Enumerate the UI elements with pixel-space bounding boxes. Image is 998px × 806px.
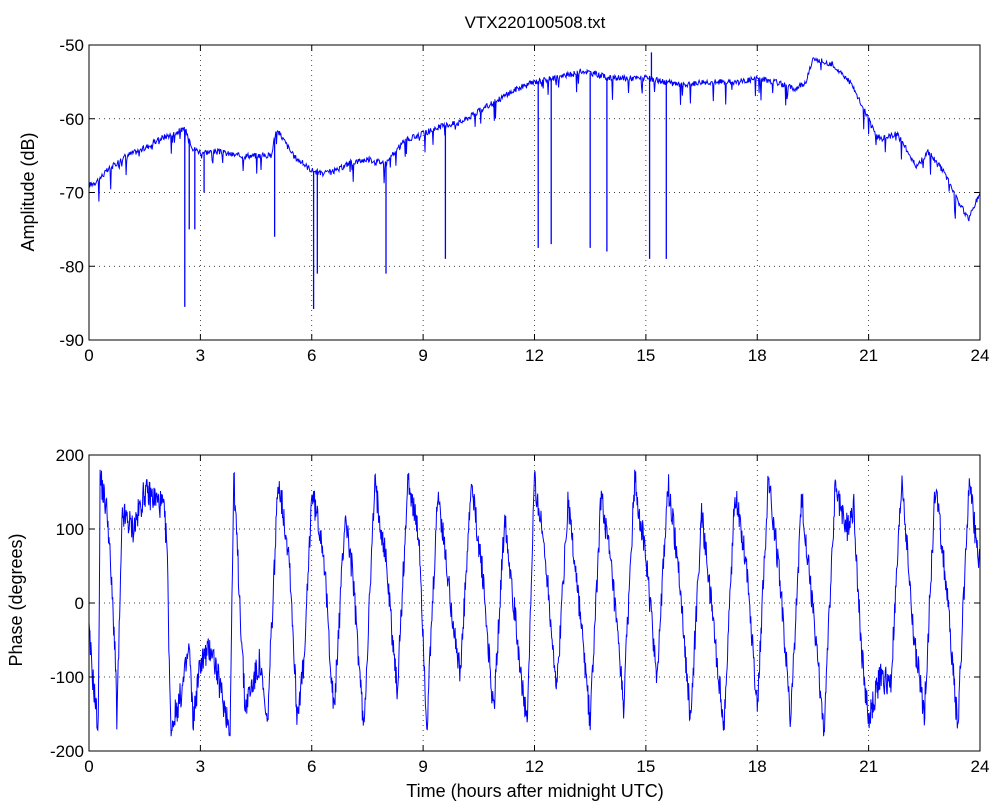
- x-tick-label: 9: [418, 346, 427, 365]
- y-tick-label: -70: [59, 184, 84, 203]
- phase-axes: 0 3 6 9 12 15 18 21 24 -200 -100 0 100 200: [50, 446, 989, 776]
- amplitude-series-line: [88, 56, 981, 222]
- x-tick-label: 0: [84, 757, 93, 776]
- phase-series-line: [88, 469, 980, 737]
- time-xlabel: Time (hours after midnight UTC): [406, 781, 663, 801]
- x-tick-label: 18: [748, 346, 767, 365]
- y-tick-label: -200: [50, 742, 84, 761]
- x-tick-label: 0: [84, 346, 93, 365]
- x-tick-label: 24: [971, 757, 990, 776]
- y-tick-label: -80: [59, 257, 84, 276]
- chart-title: VTX220100508.txt: [465, 13, 606, 32]
- x-tick-label: 21: [859, 346, 878, 365]
- y-tick-label: -90: [59, 331, 84, 350]
- y-tick-label: 0: [75, 594, 84, 613]
- y-tick-label: 100: [56, 520, 84, 539]
- y-tick-label: -100: [50, 668, 84, 687]
- x-tick-label: 21: [859, 757, 878, 776]
- x-tick-label: 12: [525, 346, 544, 365]
- y-tick-label: -50: [59, 36, 84, 55]
- x-tick-label: 18: [748, 757, 767, 776]
- x-tick-label: 6: [307, 346, 316, 365]
- y-tick-label: 200: [56, 446, 84, 465]
- amplitude-ylabel: Amplitude (dB): [18, 132, 38, 251]
- y-tick-label: -60: [59, 110, 84, 129]
- x-tick-label: 15: [636, 757, 655, 776]
- x-tick-label: 6: [307, 757, 316, 776]
- amplitude-axes: 0 3 6 9 12 15 18 21 24 -90 -80 -70 -60 -50: [59, 36, 989, 365]
- x-tick-label: 3: [196, 757, 205, 776]
- x-tick-label: 15: [636, 346, 655, 365]
- x-tick-label: 3: [196, 346, 205, 365]
- phase-ylabel: Phase (degrees): [6, 533, 26, 666]
- x-tick-label: 9: [418, 757, 427, 776]
- x-tick-label: 12: [525, 757, 544, 776]
- x-tick-label: 24: [971, 346, 990, 365]
